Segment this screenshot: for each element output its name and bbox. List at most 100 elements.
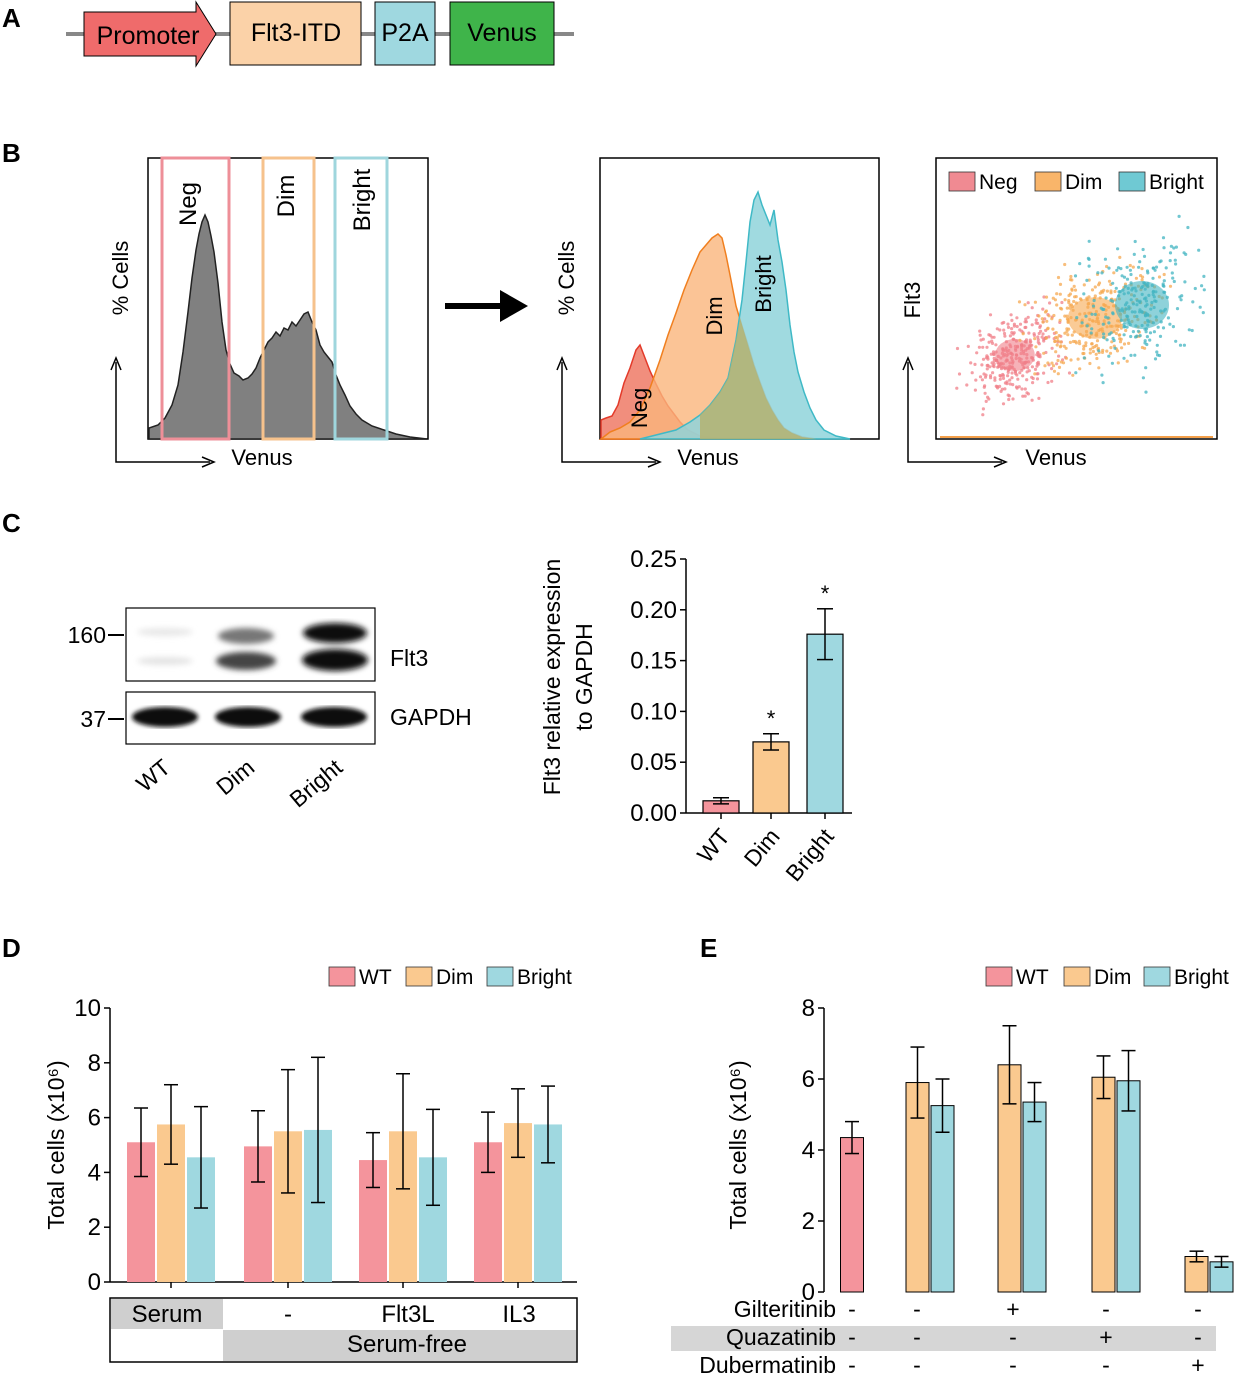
- scatter-point: [1166, 316, 1170, 320]
- scatter-point: [1186, 225, 1190, 230]
- scatter-point: [1023, 303, 1027, 307]
- legend-bright-swatch: [1118, 171, 1146, 192]
- scatter-point: [1064, 356, 1068, 360]
- scatter-point: [1035, 372, 1039, 376]
- overlay-dim-label: Dim: [702, 296, 727, 335]
- e-legend-dim: Dim: [1094, 966, 1131, 989]
- e-legend-wt: WT: [1016, 966, 1049, 989]
- scatter-point: [1172, 279, 1176, 284]
- scatter-point: [1026, 301, 1030, 305]
- scatter-point: [973, 388, 978, 392]
- legend-neg-swatch: [948, 171, 976, 192]
- scatter-point: [1036, 360, 1040, 364]
- scatter-point: [1010, 318, 1014, 322]
- scatter-point: [1050, 317, 1054, 321]
- p2a-box: [374, 1, 436, 66]
- scatter-point: [1090, 312, 1094, 316]
- scatter-point: [1168, 284, 1173, 288]
- scatter-point: [1068, 340, 1072, 344]
- scatter-point: [1088, 351, 1092, 355]
- e-y-tick-label: 2: [802, 1208, 815, 1235]
- hist1-ylabel: % Cells: [108, 241, 133, 316]
- scatter-point: [1136, 329, 1140, 333]
- scatter-point: [1008, 334, 1013, 338]
- scatter-point: [1020, 329, 1024, 333]
- scatter-point: [1090, 327, 1094, 331]
- scatter-point: [1131, 330, 1135, 334]
- scatter-point: [1070, 288, 1074, 292]
- scatter-point: [1011, 383, 1015, 387]
- scatter-point: [1090, 288, 1095, 292]
- scatter-point: [1042, 339, 1046, 343]
- scatter-point: [1202, 288, 1206, 292]
- scatter-point: [1131, 265, 1135, 269]
- scatter-point: [1030, 306, 1034, 310]
- scatter-point: [1041, 307, 1045, 311]
- scatter-point: [1010, 376, 1014, 380]
- scatter-point: [1084, 341, 1088, 345]
- scatter-point: [1008, 382, 1012, 386]
- sort-arrow-head: [500, 290, 528, 322]
- scatter-point: [1066, 333, 1070, 337]
- scatter-point: [1095, 339, 1100, 343]
- scatter-point: [1059, 340, 1063, 344]
- scatter-point: [1143, 339, 1147, 343]
- scatter-point: [1183, 280, 1187, 284]
- flt3-itd-box: [229, 1, 362, 66]
- scatter-point: [1036, 335, 1040, 339]
- scatter-point: [1072, 299, 1076, 304]
- scatter-point: [1170, 271, 1174, 275]
- scatter-point: [1114, 331, 1118, 336]
- e-legend: WT Dim Bright: [985, 966, 1229, 989]
- scatter-point: [1119, 267, 1123, 271]
- flt3-itd-label: Flt3-ITD: [251, 19, 341, 47]
- scatter-point: [1133, 239, 1137, 244]
- c-x-tick-label: WT: [692, 824, 735, 868]
- e-legend-bright: Bright: [1174, 966, 1229, 989]
- scatter-point: [1174, 339, 1178, 343]
- scatter-point: [1065, 306, 1069, 310]
- scatter-point: [1020, 387, 1024, 391]
- scatter-point: [1144, 366, 1148, 370]
- scatter-point: [1182, 343, 1186, 347]
- scatter-point: [1047, 335, 1051, 339]
- scatter-point: [1011, 332, 1015, 336]
- hist1-xlabel: Venus: [231, 445, 292, 470]
- scatter-point: [1116, 266, 1121, 270]
- scatter-point: [1122, 342, 1127, 346]
- e-bar-bright: [1116, 1080, 1141, 1293]
- scatter-point: [991, 371, 995, 375]
- scatter-point: [1132, 252, 1136, 256]
- e-sign: -: [913, 1352, 921, 1378]
- scatter-point: [1128, 268, 1132, 272]
- scatter-point: [1067, 293, 1071, 298]
- c-y-tick-label: 0.25: [630, 546, 677, 573]
- scatter-point: [1087, 264, 1091, 268]
- scatter-point: [1040, 335, 1044, 339]
- scatter-point: [1092, 298, 1096, 303]
- scatter-point: [1044, 336, 1048, 340]
- e-row-dubermatinib: Dubermatinib: [699, 1352, 836, 1378]
- scatter-points: [940, 214, 1213, 438]
- scatter-point: [1067, 371, 1072, 375]
- scatter-point: [1021, 394, 1025, 398]
- c-significance: *: [821, 581, 830, 606]
- scatter-point: [1145, 342, 1149, 347]
- scatter-point: [1001, 374, 1006, 378]
- scatter-point: [984, 356, 989, 360]
- scatter-point: [1093, 285, 1097, 289]
- e-quazatinib-row-bg: [671, 1326, 1216, 1351]
- scatter-point: [999, 374, 1003, 378]
- scatter-point: [1174, 245, 1178, 249]
- scatter-point: [1033, 337, 1037, 341]
- scatter-point: [975, 351, 979, 355]
- scatter-point: [1140, 267, 1144, 271]
- band-flt3: Flt3: [390, 645, 428, 671]
- scatter-point: [1093, 345, 1097, 349]
- scatter-point: [1115, 268, 1119, 272]
- scatter-point: [988, 313, 993, 317]
- scatter-point: [1063, 298, 1067, 302]
- e-sign: -: [1194, 1324, 1202, 1350]
- scatter-point: [1006, 322, 1010, 326]
